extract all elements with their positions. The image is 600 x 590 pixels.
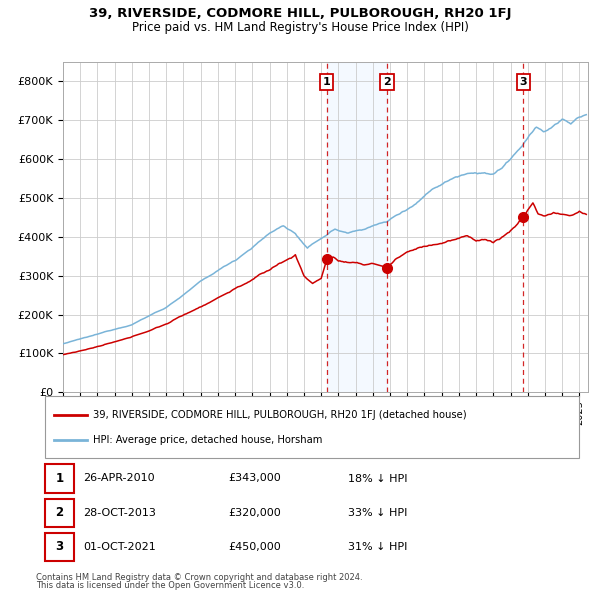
Text: 39, RIVERSIDE, CODMORE HILL, PULBOROUGH, RH20 1FJ: 39, RIVERSIDE, CODMORE HILL, PULBOROUGH,… — [89, 7, 511, 20]
Text: Contains HM Land Registry data © Crown copyright and database right 2024.: Contains HM Land Registry data © Crown c… — [36, 572, 362, 582]
Text: 1: 1 — [55, 472, 64, 485]
Text: 33% ↓ HPI: 33% ↓ HPI — [348, 508, 407, 517]
Text: 26-APR-2010: 26-APR-2010 — [83, 474, 154, 483]
Text: £450,000: £450,000 — [228, 542, 281, 552]
Text: HPI: Average price, detached house, Horsham: HPI: Average price, detached house, Hors… — [93, 435, 322, 445]
Text: 39, RIVERSIDE, CODMORE HILL, PULBOROUGH, RH20 1FJ (detached house): 39, RIVERSIDE, CODMORE HILL, PULBOROUGH,… — [93, 410, 467, 420]
Text: £320,000: £320,000 — [228, 508, 281, 517]
Text: 1: 1 — [323, 77, 331, 87]
Text: This data is licensed under the Open Government Licence v3.0.: This data is licensed under the Open Gov… — [36, 581, 304, 590]
Text: £343,000: £343,000 — [228, 474, 281, 483]
Text: 3: 3 — [55, 540, 64, 553]
Text: 2: 2 — [383, 77, 391, 87]
Text: 31% ↓ HPI: 31% ↓ HPI — [348, 542, 407, 552]
Text: 18% ↓ HPI: 18% ↓ HPI — [348, 474, 407, 483]
Text: 28-OCT-2013: 28-OCT-2013 — [83, 508, 155, 517]
Bar — [327, 62, 387, 392]
Text: 3: 3 — [520, 77, 527, 87]
Text: 01-OCT-2021: 01-OCT-2021 — [83, 542, 155, 552]
Text: Price paid vs. HM Land Registry's House Price Index (HPI): Price paid vs. HM Land Registry's House … — [131, 21, 469, 34]
Text: 2: 2 — [55, 506, 64, 519]
